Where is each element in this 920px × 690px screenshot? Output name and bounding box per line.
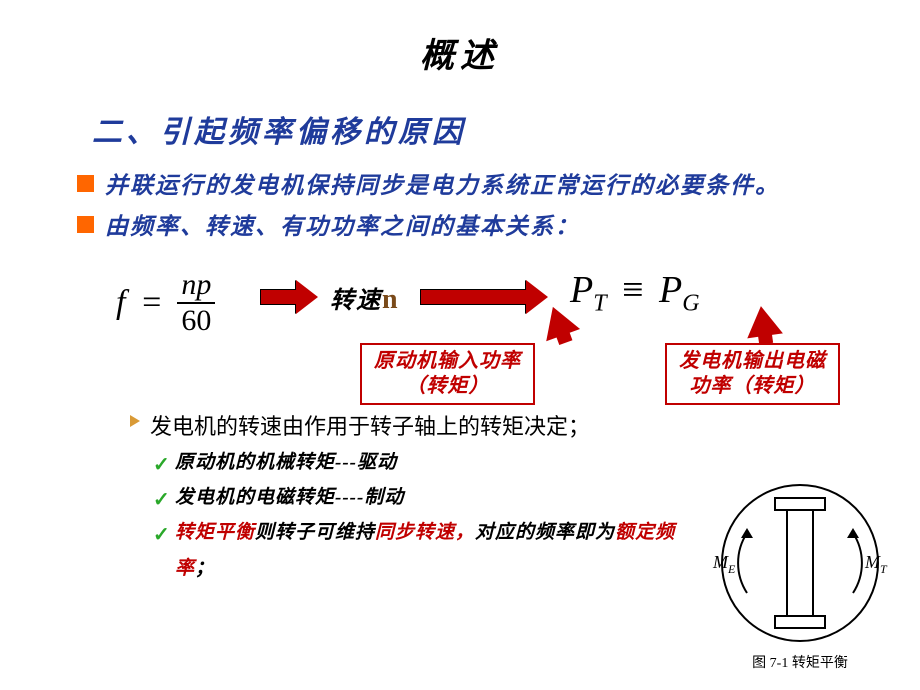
svg-text:MT: MT <box>864 552 888 576</box>
check-text-2: 发电机的电磁转矩----制动 <box>175 487 404 508</box>
check3-tail: ； <box>195 558 215 579</box>
page-title: 概述 <box>0 0 920 77</box>
formula-eq: = <box>134 284 169 322</box>
check-text-1: 原动机的机械转矩---驱动 <box>175 452 397 473</box>
check3-red2: 同步转速， <box>375 522 475 543</box>
diagram-caption: 图 7-1 转矩平衡 <box>705 652 895 672</box>
arrow-right-icon <box>260 280 320 314</box>
svg-text:ME: ME <box>712 552 736 576</box>
check-icon: ✓ <box>153 447 171 484</box>
equation-row: f = np 60 转速n PT ≡ PG 原动机输入功率（转矩） 发电机输出电… <box>0 258 920 408</box>
formula-f-np-60: f = np 60 <box>116 268 215 338</box>
formula-fraction: np 60 <box>177 268 215 338</box>
rotation-speed-label: 转速n <box>330 280 400 316</box>
bullet-2-text: 由频率、转速、有功功率之间的基本关系： <box>105 214 580 239</box>
check-icon: ✓ <box>153 517 171 554</box>
square-bullet-icon <box>77 216 94 233</box>
equiv-sign: ≡ <box>616 269 649 311</box>
bullet-2: 由频率、转速、有功功率之间的基本关系： <box>105 206 880 247</box>
body-line-text: 发电机的转速由作用于转子轴上的转矩决定； <box>150 414 590 439</box>
bullet-1: 并联运行的发电机保持同步是电力系统正常运行的必要条件。 <box>105 165 880 206</box>
body-line: 发电机的转速由作用于转子轴上的转矩决定； <box>150 408 690 445</box>
formula-numerator: np <box>177 268 215 302</box>
check-row-2: ✓ 发电机的电磁转矩----制动 <box>175 480 685 515</box>
check3-mid: 则转子可维持 <box>255 522 375 543</box>
triangle-bullet-icon <box>130 415 140 427</box>
rotation-speed-var: n <box>382 284 400 315</box>
callout-pt: 原动机输入功率（转矩） <box>360 343 535 405</box>
arrow-right-icon <box>420 280 550 314</box>
check-icon: ✓ <box>153 482 171 519</box>
pt-sub: T <box>593 290 606 316</box>
torque-balance-diagram: ME MT 图 7-1 转矩平衡 <box>705 478 895 672</box>
pt-P: P <box>570 269 593 311</box>
check-row-3: ✓ 转矩平衡则转子可维持同步转速，对应的频率即为额定频率； <box>175 515 685 585</box>
check-row-1: ✓ 原动机的机械转矩---驱动 <box>175 445 685 480</box>
formula-denominator: 60 <box>177 302 215 338</box>
section-heading: 二、引起频率偏移的原因 <box>92 107 920 151</box>
square-bullet-icon <box>77 175 94 192</box>
pg-sub: G <box>682 290 699 316</box>
check3-post: 对应的频率即为 <box>475 522 615 543</box>
pg-P: P <box>659 269 682 311</box>
mt-label: M <box>864 552 881 572</box>
callout-pg: 发电机输出电磁功率（转矩） <box>665 343 840 405</box>
bullet-1-text: 并联运行的发电机保持同步是电力系统正常运行的必要条件。 <box>105 173 780 198</box>
check3-red1: 转矩平衡 <box>175 522 255 543</box>
rotation-speed-text: 转速 <box>330 288 382 314</box>
formula-lhs: f <box>116 284 125 322</box>
formula-pt-pg: PT ≡ PG <box>570 268 700 318</box>
me-label: M <box>712 552 729 572</box>
up-arrow-icon <box>743 303 783 338</box>
